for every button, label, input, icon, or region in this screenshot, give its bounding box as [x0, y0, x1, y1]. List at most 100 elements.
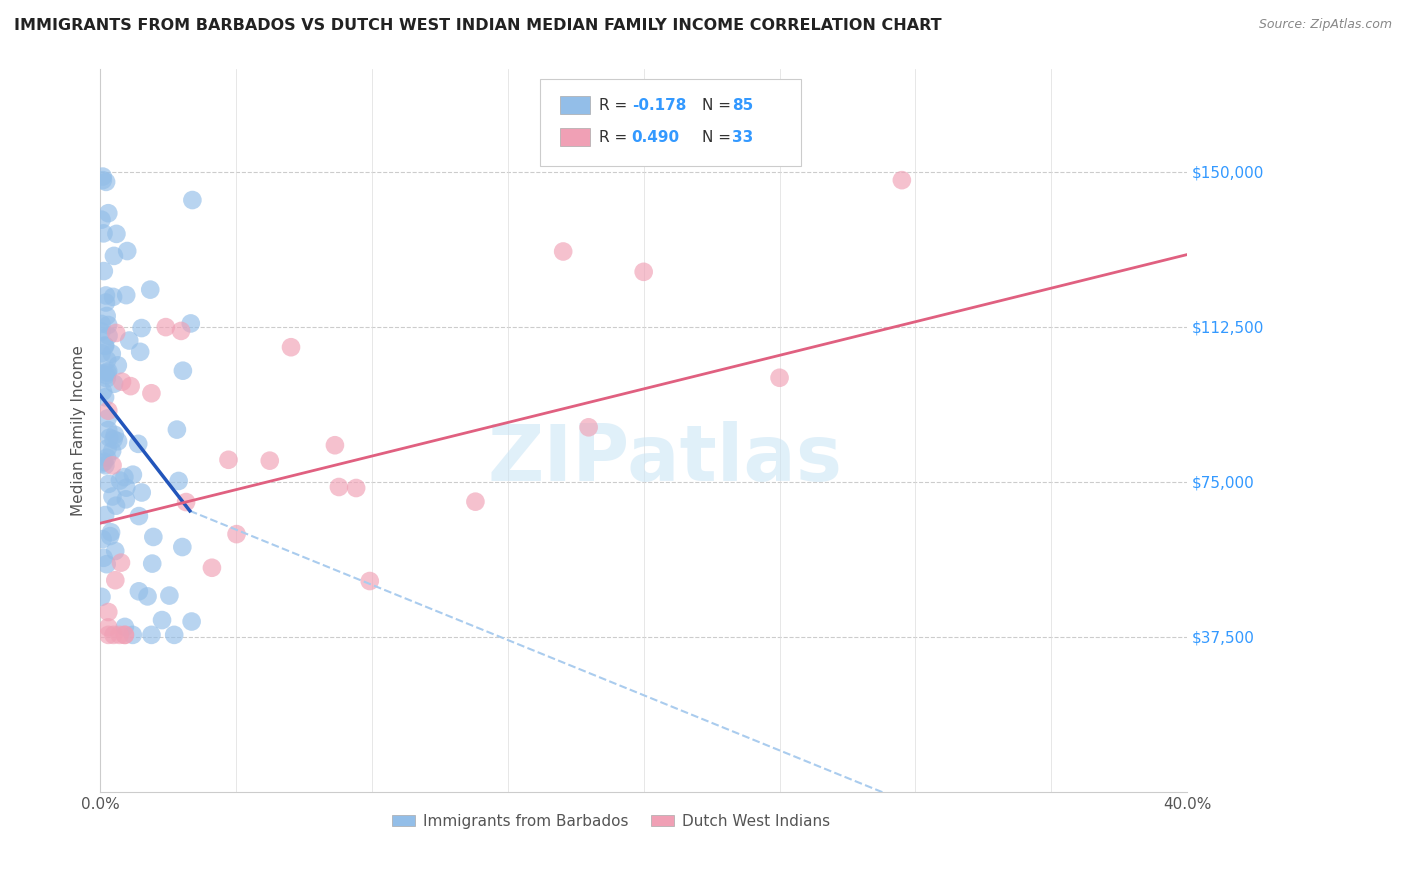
Point [166, 423, 188, 437]
Point [150, 613, 173, 627]
Point [180, 317, 202, 331]
Point [91, 532, 114, 546]
Point [128, 584, 150, 599]
Legend: Immigrants from Barbados, Dutch West Indians: Immigrants from Barbados, Dutch West Ind… [387, 808, 837, 835]
Point [97, 605, 120, 619]
Point [128, 509, 150, 524]
Point [97, 620, 120, 634]
Point [359, 574, 381, 588]
Point [155, 320, 177, 334]
Point [115, 492, 138, 507]
Text: -0.178: -0.178 [631, 98, 686, 113]
Text: IMMIGRANTS FROM BARBADOS VS DUTCH WEST INDIAN MEDIAN FAMILY INCOME CORRELATION C: IMMIGRANTS FROM BARBADOS VS DUTCH WEST I… [14, 18, 942, 33]
FancyBboxPatch shape [560, 96, 591, 114]
Point [104, 427, 127, 442]
Point [90, 346, 112, 360]
Point [91, 169, 114, 184]
Point [91, 173, 114, 187]
Point [141, 628, 163, 642]
Point [115, 244, 138, 258]
Point [142, 530, 165, 544]
Text: ZIPatlas: ZIPatlas [488, 421, 844, 497]
Point [107, 434, 129, 449]
Point [114, 628, 136, 642]
Text: 33: 33 [731, 129, 754, 145]
Point [97, 318, 120, 332]
Point [141, 386, 163, 401]
Point [97, 328, 120, 343]
Point [890, 173, 912, 187]
Point [103, 433, 125, 447]
FancyBboxPatch shape [540, 79, 801, 166]
Point [107, 359, 129, 373]
Point [201, 561, 224, 575]
Point [120, 379, 142, 393]
Point [90, 212, 112, 227]
Point [225, 527, 247, 541]
Point [104, 544, 127, 558]
Point [93, 455, 115, 469]
Point [103, 376, 125, 391]
Point [115, 481, 138, 495]
Point [103, 628, 125, 642]
Point [94, 295, 117, 310]
Point [110, 556, 132, 570]
Point [181, 193, 204, 207]
Text: R =: R = [599, 98, 633, 113]
Point [90, 317, 112, 331]
Point [122, 467, 145, 482]
Point [94, 390, 117, 404]
Point [768, 371, 790, 385]
Point [218, 452, 240, 467]
Point [259, 453, 281, 467]
Point [97, 411, 120, 425]
Y-axis label: Median Family Income: Median Family Income [72, 345, 86, 516]
Point [94, 338, 117, 352]
Point [96, 353, 118, 368]
Point [97, 206, 120, 220]
Point [464, 494, 486, 508]
FancyBboxPatch shape [560, 128, 591, 146]
Point [94, 288, 117, 302]
Point [101, 490, 124, 504]
Point [131, 321, 153, 335]
Point [100, 347, 122, 361]
Point [180, 615, 202, 629]
Point [328, 480, 350, 494]
Point [93, 550, 115, 565]
Text: Source: ZipAtlas.com: Source: ZipAtlas.com [1258, 18, 1392, 31]
Point [633, 265, 655, 279]
Point [172, 540, 194, 554]
Point [157, 589, 180, 603]
Point [118, 334, 141, 348]
Point [91, 384, 114, 399]
Point [141, 557, 163, 571]
Text: N =: N = [703, 98, 737, 113]
Point [578, 420, 600, 434]
Point [100, 525, 122, 540]
Point [136, 590, 159, 604]
Point [96, 368, 118, 383]
Point [111, 375, 134, 389]
Point [344, 481, 367, 495]
Point [101, 444, 124, 458]
Point [96, 309, 118, 323]
Point [114, 620, 136, 634]
Point [97, 476, 120, 491]
Text: R =: R = [599, 129, 633, 145]
Point [97, 423, 120, 437]
Point [96, 450, 118, 465]
Point [121, 628, 143, 642]
Point [96, 366, 118, 380]
Point [98, 529, 121, 543]
Point [97, 442, 120, 456]
Point [90, 325, 112, 339]
Point [114, 628, 136, 642]
Point [174, 495, 197, 509]
Point [172, 364, 194, 378]
Point [96, 557, 118, 571]
Point [94, 508, 117, 522]
Point [167, 474, 190, 488]
Point [98, 431, 121, 445]
Point [280, 340, 302, 354]
